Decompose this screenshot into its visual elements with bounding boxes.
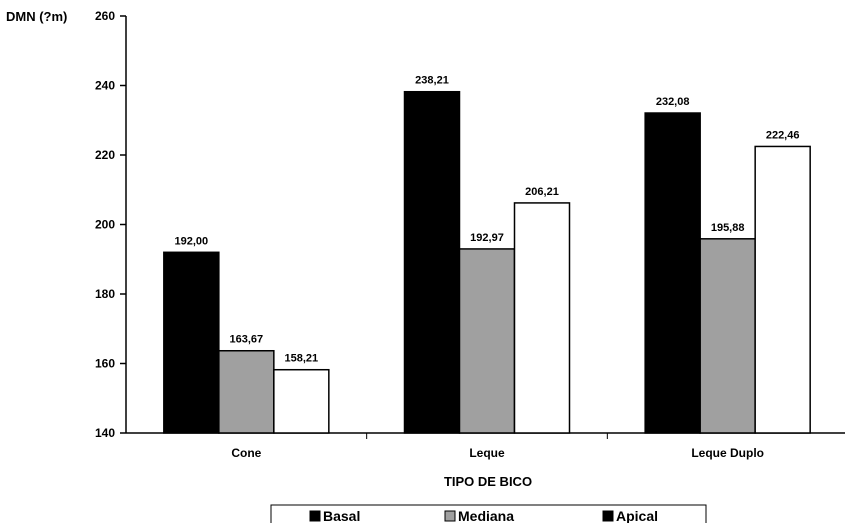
bar-mediana: [218, 349, 275, 434]
bar-basal: [163, 251, 220, 434]
x-tick-label: Leque Duplo: [691, 446, 764, 460]
data-label: 192,00: [175, 235, 209, 247]
y-tick-label: 240: [95, 79, 115, 93]
x-axis-title: TIPO DE BICO: [444, 474, 532, 489]
x-tick-label: Leque: [469, 446, 505, 460]
y-tick-label: 180: [95, 287, 115, 301]
data-label: 206,21: [525, 186, 559, 198]
bar-mediana: [458, 248, 516, 434]
y-tick-label: 220: [95, 148, 115, 162]
bar-mediana: [699, 238, 756, 434]
y-tick-label: 200: [95, 218, 115, 232]
legend-swatch-apical: [602, 510, 614, 522]
plot-area: 140 160 180 200 220 240 260 Cone Leque Leque Dupl…: [95, 9, 845, 460]
bar-basal: [403, 90, 461, 434]
y-tick-label: 260: [95, 9, 115, 23]
y-axis-title: DMN (?m): [6, 9, 67, 24]
legend-box: [270, 504, 707, 523]
legend-swatch-basal: [309, 510, 321, 522]
y-tick-label: 160: [95, 357, 115, 371]
legend-swatch-mediana: [444, 510, 456, 522]
bar-apical: [273, 368, 330, 434]
legend-label: Basal: [323, 508, 360, 523]
data-label: 232,08: [656, 96, 690, 108]
bar-apical: [754, 145, 811, 434]
data-label: 192,97: [470, 232, 504, 244]
x-tick-label: Cone: [231, 446, 261, 460]
data-label: 222,46: [766, 129, 800, 141]
y-tick-label: 140: [95, 426, 115, 440]
bar-apical: [513, 202, 571, 434]
data-label: 238,21: [415, 75, 449, 87]
data-label: 163,67: [230, 334, 264, 346]
bar-basal: [644, 112, 701, 434]
legend-label: Mediana: [458, 508, 514, 523]
legend-label: Apical: [616, 508, 658, 523]
data-label: 195,88: [711, 222, 745, 234]
legend: Basal Mediana Apical: [270, 504, 707, 523]
data-label: 158,21: [285, 353, 319, 365]
